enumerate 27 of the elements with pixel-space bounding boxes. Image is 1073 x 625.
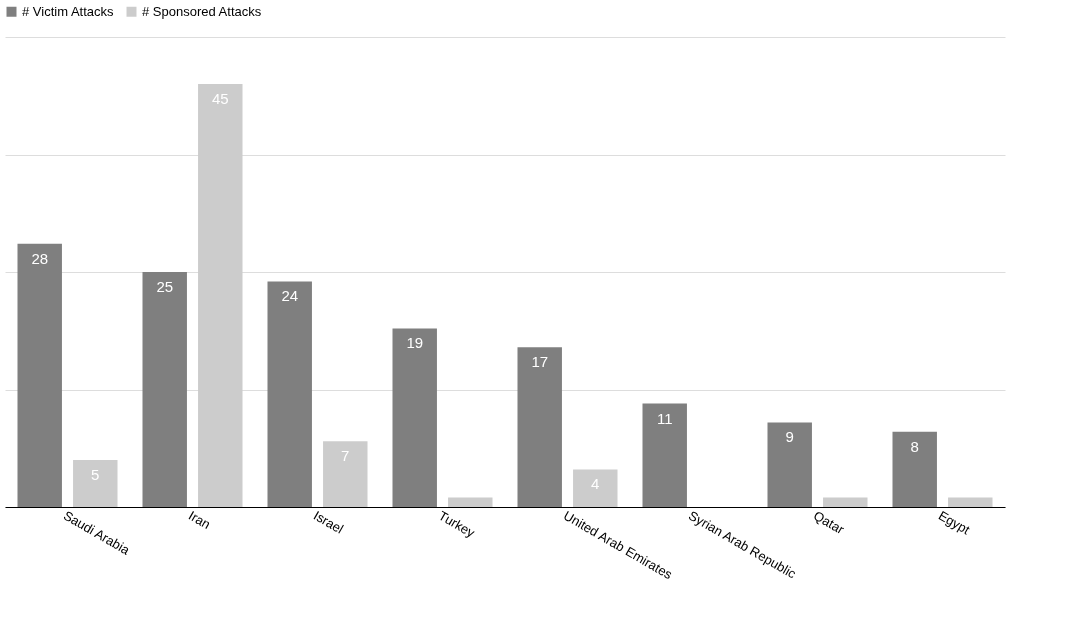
bar	[323, 441, 368, 507]
legend-label: # Sponsored Attacks	[142, 3, 262, 19]
data-label: 8	[910, 437, 919, 455]
data-label: 28	[31, 249, 49, 267]
bar	[392, 328, 437, 507]
bar	[267, 281, 312, 507]
bar	[73, 460, 118, 507]
bar	[448, 497, 493, 507]
legend-label: # Victim Attacks	[22, 3, 115, 19]
bar	[823, 497, 868, 507]
data-label: 9	[785, 428, 794, 446]
bar	[948, 497, 993, 507]
data-label: 25	[156, 278, 174, 295]
data-label: 24	[281, 287, 299, 305]
bar	[573, 469, 618, 507]
x-tick-label: Qatar	[811, 507, 848, 538]
data-label: 17	[531, 353, 549, 371]
bar	[892, 431, 937, 507]
bar	[642, 403, 687, 507]
bar	[142, 272, 187, 507]
bar	[767, 422, 812, 507]
bar	[198, 84, 243, 507]
data-label: 19	[406, 334, 424, 352]
bar	[517, 347, 562, 507]
x-tick-label: Iran	[186, 507, 213, 532]
data-label: 11	[656, 409, 673, 427]
bar	[17, 243, 62, 507]
